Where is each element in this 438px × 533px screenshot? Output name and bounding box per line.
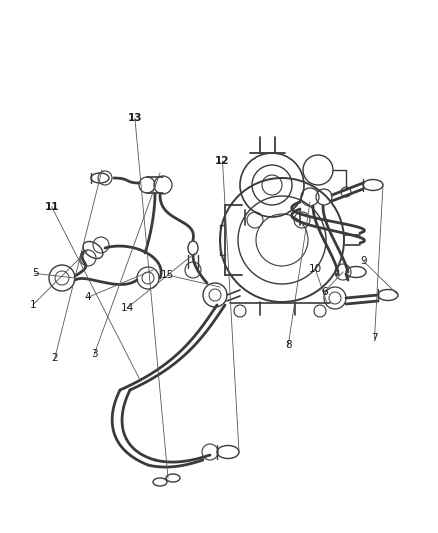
Text: 7: 7 <box>371 334 378 343</box>
Text: 1: 1 <box>29 300 36 310</box>
Text: 2: 2 <box>51 353 58 363</box>
Text: 12: 12 <box>215 156 230 166</box>
Text: 9: 9 <box>360 256 367 266</box>
Text: 11: 11 <box>44 202 59 212</box>
Text: 15: 15 <box>161 270 174 280</box>
Text: 10: 10 <box>309 264 322 274</box>
Text: 3: 3 <box>91 350 98 359</box>
Text: 14: 14 <box>120 303 134 313</box>
Text: 5: 5 <box>32 269 39 278</box>
Text: 4: 4 <box>84 293 91 302</box>
Text: 13: 13 <box>127 114 142 123</box>
Text: 8: 8 <box>285 341 292 350</box>
Text: 6: 6 <box>321 287 328 297</box>
